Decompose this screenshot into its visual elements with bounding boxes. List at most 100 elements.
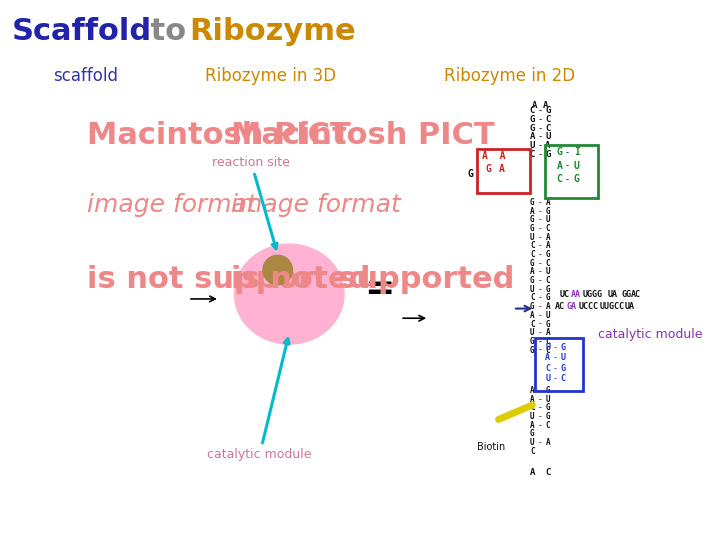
Text: -: -: [554, 343, 557, 352]
Text: -: -: [565, 148, 569, 157]
Bar: [477, 150, 531, 193]
Text: -: -: [554, 364, 557, 373]
Text: A: A: [530, 132, 535, 141]
Text: -: -: [539, 311, 541, 320]
Text: G: G: [530, 337, 535, 346]
Text: G: G: [546, 207, 550, 215]
Text: to: to: [140, 17, 197, 46]
Text: -: -: [539, 412, 541, 421]
Text: -: -: [539, 150, 541, 159]
Text: -: -: [539, 259, 541, 268]
Text: catalytic module: catalytic module: [207, 339, 312, 461]
Text: C: C: [546, 346, 550, 355]
Text: G: G: [545, 106, 550, 116]
Text: U: U: [530, 438, 535, 447]
Text: A: A: [530, 311, 535, 320]
Text: =: =: [364, 272, 394, 306]
Text: C: C: [530, 320, 535, 328]
Text: AA: AA: [571, 289, 581, 299]
Text: C: C: [546, 337, 550, 346]
Text: U: U: [546, 395, 550, 404]
Text: -: -: [539, 302, 541, 311]
Text: A  A: A A: [482, 151, 505, 161]
Text: AC: AC: [554, 302, 564, 311]
Text: -: -: [539, 320, 541, 328]
Text: C: C: [530, 250, 535, 259]
Text: -: -: [539, 285, 541, 294]
Text: -: -: [565, 161, 569, 170]
Text: -: -: [554, 353, 557, 362]
Text: G: G: [530, 429, 535, 438]
Text: U: U: [545, 132, 550, 141]
Text: -: -: [539, 276, 541, 285]
Text: U: U: [530, 285, 535, 294]
Text: A: A: [531, 100, 537, 110]
Text: -: -: [539, 267, 541, 276]
Text: -: -: [539, 421, 541, 430]
Text: -: -: [539, 328, 541, 337]
Text: -: -: [539, 403, 541, 413]
Text: image format: image format: [231, 193, 401, 217]
Text: G: G: [574, 174, 580, 184]
Text: UA: UA: [625, 302, 635, 311]
Text: -: -: [539, 241, 541, 251]
Text: C: C: [546, 421, 550, 430]
Text: U: U: [545, 343, 550, 352]
Text: A: A: [546, 198, 550, 207]
Text: A: A: [530, 267, 535, 276]
Text: U: U: [546, 215, 550, 224]
Text: G: G: [545, 150, 550, 159]
Text: U: U: [530, 412, 535, 421]
Text: Scaffold: Scaffold: [12, 17, 152, 46]
Text: A: A: [530, 386, 535, 395]
Text: C: C: [530, 447, 535, 456]
Text: U: U: [530, 141, 535, 150]
Text: U: U: [530, 328, 535, 337]
Text: -: -: [539, 132, 541, 141]
Text: -: -: [539, 337, 541, 346]
Text: Macintosh PICT: Macintosh PICT: [231, 120, 495, 150]
Text: -: -: [539, 198, 541, 207]
Text: Macintosh PICT: Macintosh PICT: [87, 120, 351, 150]
Text: C: C: [561, 374, 566, 383]
Text: G: G: [530, 124, 535, 133]
Text: G: G: [530, 346, 535, 355]
Text: AC: AC: [631, 289, 641, 299]
Text: G: G: [530, 302, 535, 311]
Text: is not supported: is not supported: [231, 265, 515, 294]
Text: A: A: [545, 141, 550, 150]
Text: UGGG: UGGG: [582, 289, 603, 299]
Text: UUGCC: UUGCC: [600, 302, 625, 311]
Text: G: G: [557, 147, 562, 157]
Text: -: -: [539, 215, 541, 224]
Text: A: A: [530, 207, 535, 215]
Text: A: A: [543, 100, 549, 110]
Text: C: C: [546, 276, 550, 285]
Text: scaffold: scaffold: [53, 68, 118, 85]
Text: G: G: [546, 293, 550, 302]
Text: G: G: [546, 386, 550, 395]
Text: UC: UC: [559, 289, 570, 299]
Text: -: -: [539, 115, 541, 124]
Text: A: A: [546, 438, 550, 447]
Text: -: -: [565, 175, 569, 184]
Text: A: A: [546, 233, 550, 242]
Text: C: C: [530, 150, 535, 159]
Text: U: U: [545, 374, 550, 383]
Text: -: -: [554, 374, 557, 383]
Text: U: U: [530, 233, 535, 242]
Text: Biotin: Biotin: [477, 442, 505, 451]
Bar: [535, 338, 583, 390]
Text: image format: image format: [87, 193, 256, 217]
Text: -: -: [539, 224, 541, 233]
Text: G: G: [486, 164, 492, 174]
Text: UA: UA: [608, 289, 618, 299]
Text: Ribozyme: Ribozyme: [189, 17, 356, 46]
Text: reaction site: reaction site: [212, 156, 290, 248]
Text: A: A: [530, 468, 535, 477]
Text: -: -: [539, 207, 541, 215]
Text: G: G: [530, 115, 535, 124]
Text: -: -: [539, 141, 541, 150]
Text: G: G: [546, 320, 550, 328]
Text: UCCC: UCCC: [579, 302, 598, 311]
